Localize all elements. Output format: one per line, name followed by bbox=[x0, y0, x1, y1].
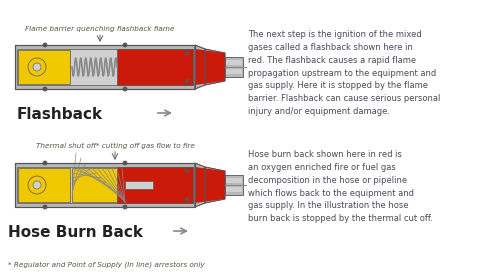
Circle shape bbox=[185, 51, 189, 55]
Polygon shape bbox=[205, 167, 225, 203]
Bar bbox=[226, 178, 242, 183]
Bar bbox=[17, 167, 193, 203]
Circle shape bbox=[185, 197, 189, 201]
Circle shape bbox=[43, 161, 47, 165]
Bar bbox=[226, 187, 242, 192]
Bar bbox=[18, 168, 70, 202]
Polygon shape bbox=[195, 167, 225, 203]
Circle shape bbox=[123, 87, 127, 91]
Polygon shape bbox=[195, 49, 225, 85]
Polygon shape bbox=[195, 163, 205, 207]
Bar bbox=[225, 175, 243, 195]
Bar bbox=[15, 45, 195, 89]
Circle shape bbox=[185, 79, 189, 83]
Bar bbox=[72, 59, 117, 75]
Text: Flame barrier quenching flashback flame: Flame barrier quenching flashback flame bbox=[25, 26, 175, 32]
Bar bbox=[72, 168, 125, 202]
Circle shape bbox=[185, 169, 189, 173]
Bar bbox=[225, 57, 243, 77]
Bar bbox=[15, 163, 195, 207]
Circle shape bbox=[43, 87, 47, 91]
Circle shape bbox=[43, 43, 47, 47]
Bar bbox=[18, 50, 70, 84]
Circle shape bbox=[123, 161, 127, 165]
Text: Flashback: Flashback bbox=[17, 107, 103, 122]
Text: Hose Burn Back: Hose Burn Back bbox=[8, 225, 143, 240]
Circle shape bbox=[28, 176, 46, 194]
Bar bbox=[117, 167, 193, 203]
Text: * Regulator and Point of Supply (In line) arrestors only: * Regulator and Point of Supply (In line… bbox=[8, 261, 204, 268]
Circle shape bbox=[43, 205, 47, 209]
Polygon shape bbox=[195, 45, 205, 89]
Bar bbox=[15, 163, 195, 207]
Circle shape bbox=[123, 205, 127, 209]
Bar bbox=[17, 49, 193, 85]
Bar bbox=[226, 69, 242, 74]
Circle shape bbox=[33, 181, 41, 189]
Circle shape bbox=[33, 63, 41, 71]
Text: Hose burn back shown here in red is
an oxygen enriched fire or fuel gas
decompos: Hose burn back shown here in red is an o… bbox=[248, 150, 433, 223]
Circle shape bbox=[123, 43, 127, 47]
Text: Thermal shut off* cutting off gas flow to fire: Thermal shut off* cutting off gas flow t… bbox=[36, 143, 194, 149]
Bar bbox=[117, 49, 193, 85]
Bar bbox=[15, 45, 195, 89]
Circle shape bbox=[28, 58, 46, 76]
Bar bbox=[125, 181, 153, 189]
Text: The next step is the ignition of the mixed
gases called a flashback shown here i: The next step is the ignition of the mix… bbox=[248, 30, 440, 116]
Bar bbox=[226, 60, 242, 65]
Polygon shape bbox=[205, 49, 225, 85]
